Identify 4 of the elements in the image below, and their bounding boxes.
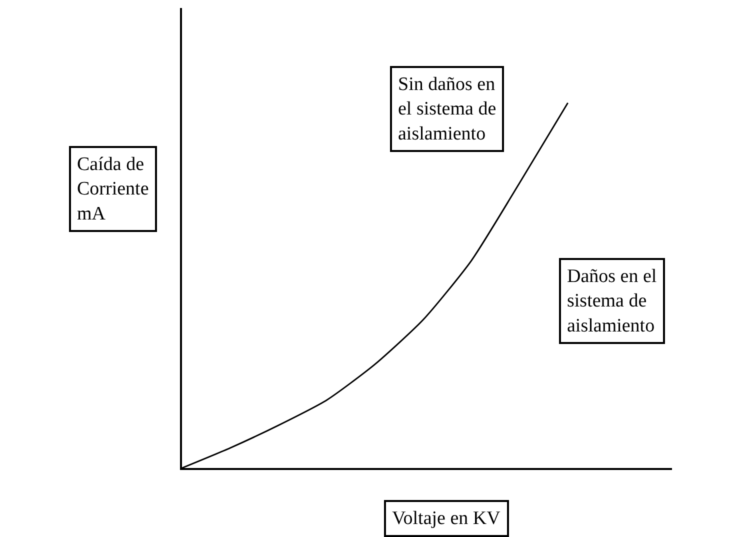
annotation: Daños en el sistema de aislamiento bbox=[567, 266, 657, 336]
annotation: Sin daños en el sistema de aislamiento bbox=[398, 74, 496, 144]
y-axis-title: Caída de Corriente mA bbox=[77, 154, 149, 224]
x-axis-title: Voltaje en KV bbox=[392, 508, 501, 529]
